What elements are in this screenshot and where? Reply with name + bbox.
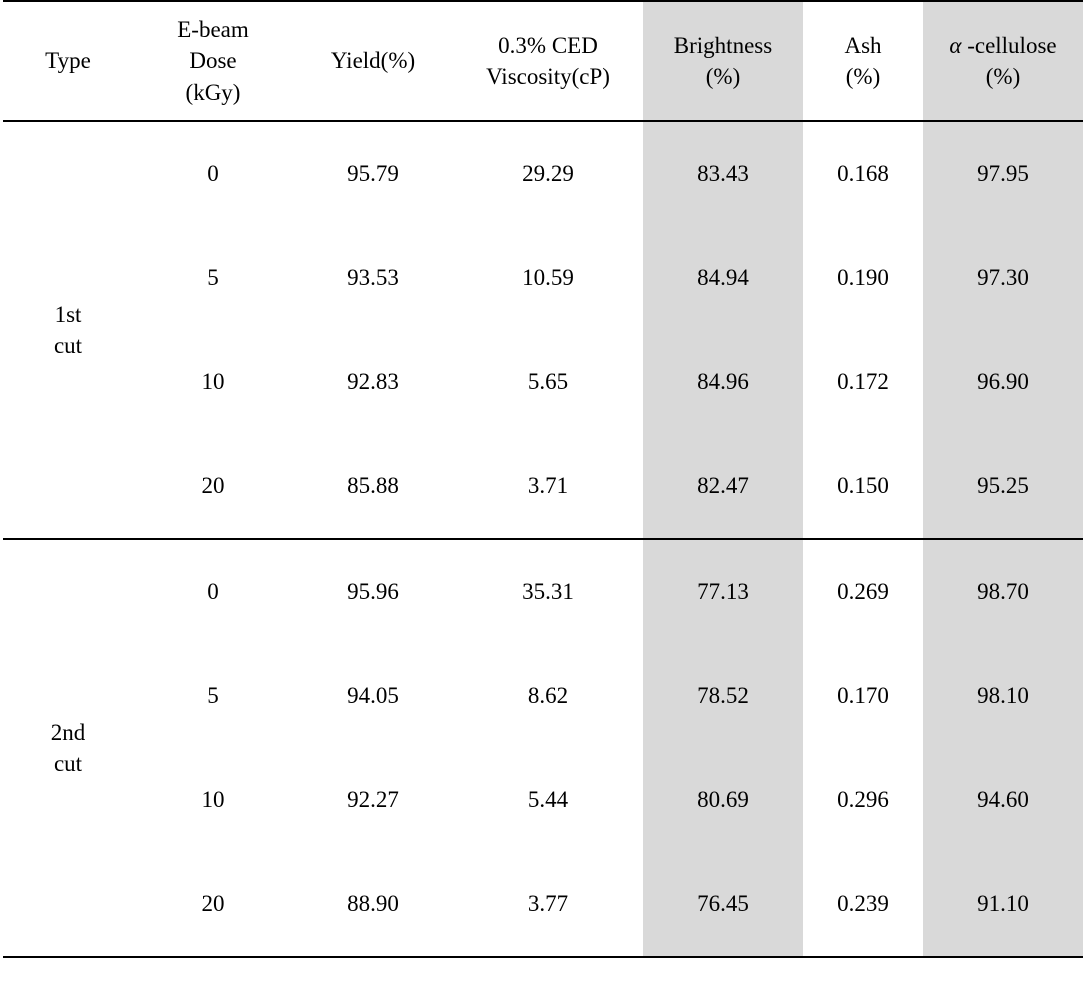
cell-dose: 5 bbox=[133, 226, 293, 330]
cell-dose: 20 bbox=[133, 852, 293, 957]
cell-brightness: 83.43 bbox=[643, 121, 803, 226]
row-group-label-line: 2nd bbox=[51, 720, 86, 745]
cell-ash: 0.170 bbox=[803, 644, 923, 748]
col-header-ash: Ash (%) bbox=[803, 1, 923, 121]
cell-viscosity: 35.31 bbox=[453, 539, 643, 644]
cell-viscosity: 10.59 bbox=[453, 226, 643, 330]
cell-dose: 10 bbox=[133, 748, 293, 852]
cell-acell: 97.95 bbox=[923, 121, 1083, 226]
table-header-row: Type E-beam Dose (kGy) Yield(%) 0.3% CED… bbox=[3, 1, 1083, 121]
cell-brightness: 84.94 bbox=[643, 226, 803, 330]
cell-acell: 97.30 bbox=[923, 226, 1083, 330]
cell-acell: 96.90 bbox=[923, 330, 1083, 434]
cell-acell: 94.60 bbox=[923, 748, 1083, 852]
cell-acell: 95.25 bbox=[923, 434, 1083, 539]
row-group-label-line: 1st bbox=[55, 302, 82, 327]
cell-yield: 88.90 bbox=[293, 852, 453, 957]
cell-brightness: 80.69 bbox=[643, 748, 803, 852]
table-row: 2088.903.7776.450.23991.10 bbox=[3, 852, 1083, 957]
row-group-label: 1st cut bbox=[3, 121, 133, 539]
cell-brightness: 76.45 bbox=[643, 852, 803, 957]
cell-ash: 0.269 bbox=[803, 539, 923, 644]
cell-yield: 95.96 bbox=[293, 539, 453, 644]
cell-yield: 92.83 bbox=[293, 330, 453, 434]
table-row: 2ndcut095.9635.3177.130.26998.70 bbox=[3, 539, 1083, 644]
cell-viscosity: 5.44 bbox=[453, 748, 643, 852]
cell-brightness: 82.47 bbox=[643, 434, 803, 539]
cell-viscosity: 8.62 bbox=[453, 644, 643, 748]
col-header-viscosity: 0.3% CED Viscosity(cP) bbox=[453, 1, 643, 121]
cell-yield: 93.53 bbox=[293, 226, 453, 330]
cell-dose: 5 bbox=[133, 644, 293, 748]
table-row: 1092.275.4480.690.29694.60 bbox=[3, 748, 1083, 852]
col-header-alpha-cellulose: α -cellulose (%) bbox=[923, 1, 1083, 121]
cell-yield: 85.88 bbox=[293, 434, 453, 539]
table-body: 1stcut095.7929.2983.430.16897.95593.5310… bbox=[3, 121, 1083, 957]
cell-yield: 94.05 bbox=[293, 644, 453, 748]
cell-ash: 0.190 bbox=[803, 226, 923, 330]
table-row: 593.5310.5984.940.19097.30 bbox=[3, 226, 1083, 330]
cell-brightness: 78.52 bbox=[643, 644, 803, 748]
data-table: Type E-beam Dose (kGy) Yield(%) 0.3% CED… bbox=[3, 0, 1083, 958]
cell-brightness: 77.13 bbox=[643, 539, 803, 644]
cell-yield: 92.27 bbox=[293, 748, 453, 852]
row-group-label: 2nd cut bbox=[3, 539, 133, 957]
cell-viscosity: 5.65 bbox=[453, 330, 643, 434]
cell-viscosity: 3.77 bbox=[453, 852, 643, 957]
cell-brightness: 84.96 bbox=[643, 330, 803, 434]
cell-viscosity: 29.29 bbox=[453, 121, 643, 226]
cell-dose: 0 bbox=[133, 539, 293, 644]
table-row: 2085.883.7182.470.15095.25 bbox=[3, 434, 1083, 539]
cell-viscosity: 3.71 bbox=[453, 434, 643, 539]
cell-ash: 0.172 bbox=[803, 330, 923, 434]
cell-ash: 0.296 bbox=[803, 748, 923, 852]
cell-acell: 98.70 bbox=[923, 539, 1083, 644]
table-row: 1stcut095.7929.2983.430.16897.95 bbox=[3, 121, 1083, 226]
col-header-dose: E-beam Dose (kGy) bbox=[133, 1, 293, 121]
cell-dose: 0 bbox=[133, 121, 293, 226]
row-group-label-line: cut bbox=[54, 333, 82, 358]
cell-yield: 95.79 bbox=[293, 121, 453, 226]
table-row: 1092.835.6584.960.17296.90 bbox=[3, 330, 1083, 434]
cell-ash: 0.168 bbox=[803, 121, 923, 226]
cell-ash: 0.150 bbox=[803, 434, 923, 539]
col-header-brightness: Brightness (%) bbox=[643, 1, 803, 121]
cell-dose: 10 bbox=[133, 330, 293, 434]
cell-acell: 91.10 bbox=[923, 852, 1083, 957]
table-row: 594.058.6278.520.17098.10 bbox=[3, 644, 1083, 748]
cell-dose: 20 bbox=[133, 434, 293, 539]
col-header-yield: Yield(%) bbox=[293, 1, 453, 121]
cell-acell: 98.10 bbox=[923, 644, 1083, 748]
row-group-label-line: cut bbox=[54, 751, 82, 776]
col-header-type: Type bbox=[3, 1, 133, 121]
cell-ash: 0.239 bbox=[803, 852, 923, 957]
